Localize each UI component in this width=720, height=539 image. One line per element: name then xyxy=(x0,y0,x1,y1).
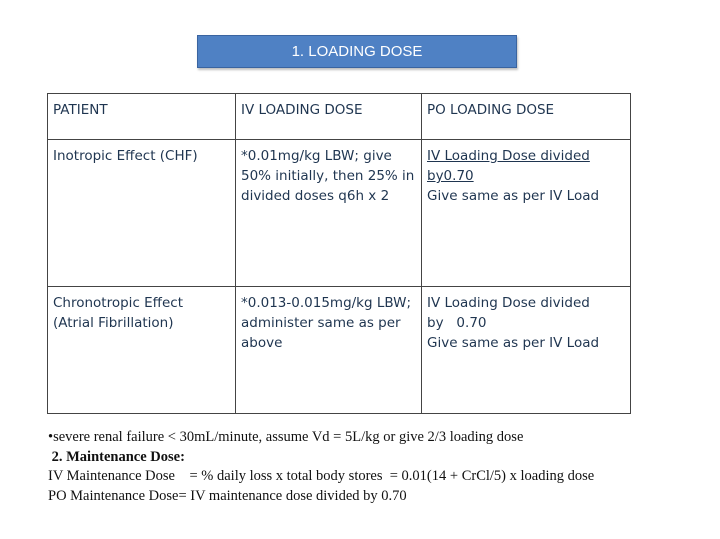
cell-text: Inotropic Effect (CHF) xyxy=(53,148,198,164)
table-row: Chronotropic Effect (Atrial Fibrillation)… xyxy=(47,286,631,414)
cell-text: *0.01mg/kg LBW; give xyxy=(241,148,392,164)
cell-text: divided doses q6h x 2 xyxy=(241,188,390,204)
cell-text: Give same as per IV Load xyxy=(427,335,600,351)
cell-text: Give same as per IV Load xyxy=(427,188,600,204)
cell-iv: *0.01mg/kg LBW; give 50% initially, then … xyxy=(235,139,422,287)
cell-po: IV Loading Dose divided by0.70 Give same a… xyxy=(421,139,631,287)
renal-note: •severe renal failure < 30mL/minute, ass… xyxy=(48,429,524,445)
cell-patient: Chronotropic Effect (Atrial Fibrillation) xyxy=(47,286,236,414)
table-header-row: PATIENT IV LOADING DOSE PO LOADING DOSE xyxy=(47,93,631,140)
cell-iv: *0.013-0.015mg/kg LBW; administer same as… xyxy=(235,286,422,414)
maintenance-heading: 2. Maintenance Dose: xyxy=(48,448,185,465)
cell-text: Chronotropic Effect xyxy=(53,295,184,311)
cell-text: IV Loading Dose divided xyxy=(427,148,590,164)
header-patient: PATIENT xyxy=(47,93,236,140)
notes: •severe renal failure < 30mL/minute, ass… xyxy=(48,428,594,506)
cell-text: IV Loading Dose divided xyxy=(427,295,590,311)
cell-text: administer same as per xyxy=(241,315,401,331)
header-iv: IV LOADING DOSE xyxy=(235,93,422,140)
cell-text: by 0.70 xyxy=(427,315,487,331)
cell-text: 50% initially, then 25% in xyxy=(241,168,415,184)
header-po: PO LOADING DOSE xyxy=(421,93,631,140)
cell-text: above xyxy=(241,335,283,351)
cell-text: *0.013-0.015mg/kg LBW; xyxy=(241,295,412,311)
cell-text: by0.70 xyxy=(427,168,474,184)
cell-po: IV Loading Dose divided by 0.70 Give same … xyxy=(421,286,631,414)
iv-maintenance-formula: IV Maintenance Dose = % daily loss x tot… xyxy=(48,468,595,484)
table-row: Inotropic Effect (CHF) *0.01mg/kg LBW; g… xyxy=(47,139,631,287)
loading-dose-table: PATIENT IV LOADING DOSE PO LOADING DOSE … xyxy=(47,93,631,414)
po-maintenance-formula: PO Maintenance Dose= IV maintenance dose… xyxy=(48,487,407,504)
cell-text: (Atrial Fibrillation) xyxy=(53,315,174,331)
section-title: 1. LOADING DOSE xyxy=(197,35,517,68)
cell-patient: Inotropic Effect (CHF) xyxy=(47,139,236,287)
